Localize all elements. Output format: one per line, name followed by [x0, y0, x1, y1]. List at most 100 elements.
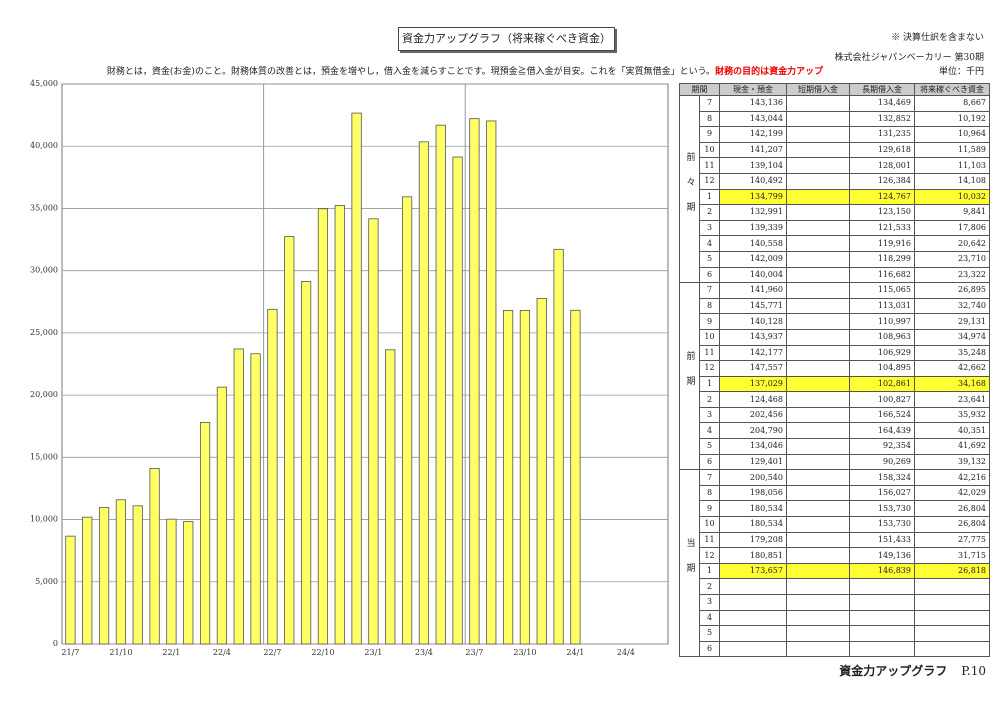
value-cell: 202,456: [719, 406, 787, 424]
value-cell: 42,216: [914, 469, 990, 486]
y-tick-label: 10,000: [30, 515, 58, 524]
value-cell: [786, 297, 850, 315]
month-cell: 8: [699, 110, 720, 128]
table-row: 1 173,657 146,839 26,818: [680, 562, 990, 580]
x-tick-label: 21/10: [109, 648, 132, 657]
month-cell: 1: [699, 375, 720, 393]
month-cell: 7: [699, 282, 720, 299]
value-cell: 116,682: [849, 266, 915, 284]
month-cell: 4: [699, 422, 720, 440]
value-cell: 134,046: [719, 438, 787, 455]
value-cell: 143,044: [719, 110, 787, 128]
table-row: 11 142,177 106,929 35,248: [680, 344, 990, 362]
month-cell: 6: [699, 640, 720, 658]
value-cell: 146,839: [849, 562, 915, 580]
table-row: 11 179,208 151,433 27,775: [680, 531, 990, 549]
value-cell: 31,715: [914, 547, 990, 564]
value-cell: [786, 188, 850, 206]
value-cell: [719, 594, 787, 611]
bar: [300, 281, 312, 645]
page-number: P.10: [961, 664, 986, 678]
value-cell: 23,641: [914, 391, 990, 408]
value-cell: [786, 547, 850, 564]
value-cell: 200,540: [719, 469, 787, 486]
month-cell: 12: [699, 360, 720, 377]
month-cell: 9: [699, 500, 720, 518]
value-cell: 142,009: [719, 250, 787, 268]
value-cell: 134,469: [849, 95, 915, 112]
value-cell: [786, 578, 850, 595]
month-cell: 1: [699, 562, 720, 580]
table-row: 3 202,456 166,524 35,932: [680, 406, 990, 424]
bar: [284, 236, 295, 645]
month-cell: 9: [699, 313, 720, 330]
value-cell: [786, 344, 850, 362]
value-cell: [786, 562, 850, 580]
value-cell: 140,128: [719, 313, 787, 330]
bar: [519, 310, 531, 645]
y-tick-label: 35,000: [30, 203, 58, 212]
value-cell: 104,895: [849, 360, 915, 377]
value-cell: [786, 625, 850, 642]
value-cell: 173,657: [719, 562, 787, 580]
bar: [368, 218, 379, 645]
value-cell: 124,767: [849, 188, 915, 206]
table-row: 3 139,339 121,533 17,806: [680, 219, 990, 237]
y-tick-label: 30,000: [30, 266, 58, 275]
value-cell: 29,131: [914, 313, 990, 330]
value-cell: 145,771: [719, 297, 787, 315]
value-cell: [849, 640, 915, 658]
x-tick-label: 23/7: [465, 648, 483, 657]
value-cell: 143,937: [719, 328, 787, 346]
month-cell: 11: [699, 531, 720, 549]
y-tick-label: 20,000: [30, 390, 58, 399]
value-cell: 153,730: [849, 500, 915, 518]
table-row: 8 198,056 156,027 42,029: [680, 484, 990, 502]
month-cell: 5: [699, 438, 720, 455]
column-header: 長期借入金: [849, 83, 915, 96]
value-cell: 17,806: [914, 219, 990, 237]
emphasis: 財務の目的は資金力アップ: [715, 67, 824, 77]
value-cell: [719, 609, 787, 627]
value-cell: 139,339: [719, 219, 787, 237]
x-tick-label: 24/1: [566, 648, 584, 657]
column-header: 短期借入金: [786, 83, 850, 96]
value-cell: 108,963: [849, 328, 915, 346]
value-cell: 92,354: [849, 438, 915, 455]
value-cell: 131,235: [849, 126, 915, 143]
value-cell: 180,534: [719, 500, 787, 518]
value-cell: 119,916: [849, 235, 915, 252]
value-cell: 11,589: [914, 141, 990, 159]
description-line: 財務とは，資金(お金)のこと。財務体質の改善とは，預金を増やし，借入金を減らすこ…: [60, 64, 870, 77]
value-cell: 156,027: [849, 484, 915, 502]
value-cell: 129,618: [849, 141, 915, 159]
value-cell: [786, 360, 850, 377]
bar: [570, 309, 581, 645]
bar: [166, 518, 177, 645]
value-cell: [786, 422, 850, 440]
x-tick-label: 22/1: [162, 648, 180, 657]
month-cell: 3: [699, 594, 720, 611]
bar: [502, 310, 514, 645]
column-header: 現金・預金: [719, 83, 787, 96]
value-cell: [786, 500, 850, 518]
bar: [536, 297, 547, 645]
table-row: 8 143,044 132,852 10,192: [680, 110, 990, 128]
x-tick-label: 21/7: [61, 648, 79, 657]
value-cell: 142,199: [719, 126, 787, 143]
month-cell: 5: [699, 625, 720, 642]
value-cell: [786, 250, 850, 268]
bar: [351, 112, 362, 645]
value-cell: 115,065: [849, 282, 915, 299]
table-row: 2 132,991 123,150 9,841: [680, 204, 990, 221]
value-cell: [849, 625, 915, 642]
table-row: 4 204,790 164,439 40,351: [680, 422, 990, 440]
table-row: 5: [680, 625, 990, 642]
value-cell: 10,192: [914, 110, 990, 128]
bar: [334, 204, 345, 645]
table-row: 10 180,534 153,730 26,804: [680, 516, 990, 533]
chart: 0 5,000 10,000 15,000 20,000 25,000 30,000 35,0…: [30, 79, 669, 657]
value-cell: [914, 578, 990, 595]
chart-title: 資金力アップグラフ（将来稼ぐべき資金）: [398, 27, 615, 51]
value-cell: 40,351: [914, 422, 990, 440]
